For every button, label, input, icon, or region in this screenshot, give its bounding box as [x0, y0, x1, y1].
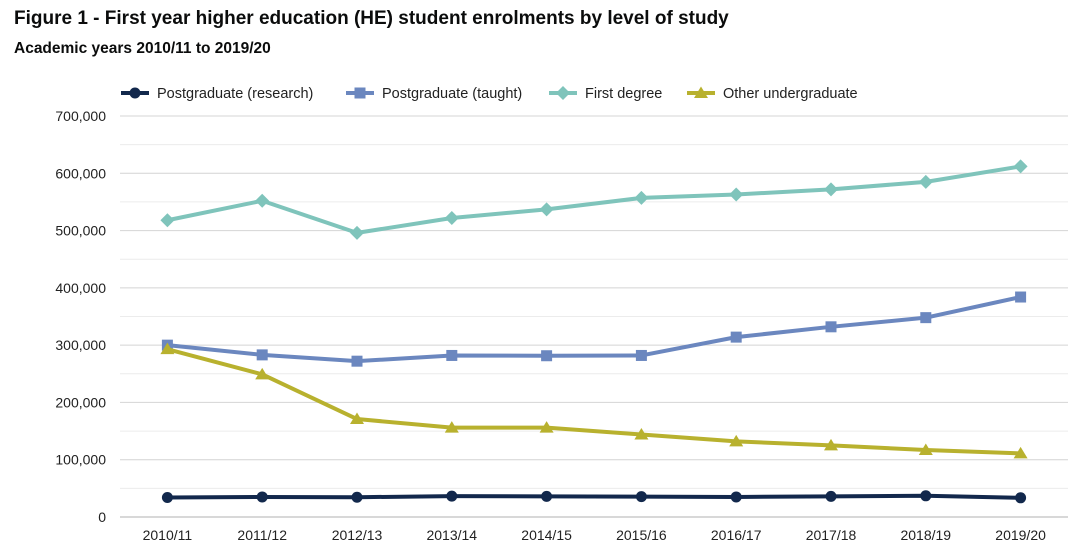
- data-point-postgraduate-taught: [1015, 291, 1027, 303]
- chart-subtitle: Academic years 2010/11 to 2019/20: [14, 40, 271, 57]
- y-tick-label: 500,000: [55, 223, 106, 239]
- data-point-other-undergraduate: [350, 412, 364, 425]
- data-point-postgraduate-research: [1015, 492, 1027, 504]
- data-point-first-degree: [255, 193, 270, 208]
- series-line-postgraduate-taught: [165, 295, 1023, 364]
- y-tick-label: 400,000: [55, 280, 106, 296]
- data-point-first-degree: [918, 174, 933, 189]
- x-tick-label: 2014/15: [521, 527, 572, 543]
- x-tick-label: 2013/14: [426, 527, 477, 543]
- data-point-first-degree: [539, 202, 554, 217]
- data-point-postgraduate-taught: [825, 321, 837, 333]
- y-tick-label: 100,000: [55, 452, 106, 468]
- data-point-first-degree: [634, 190, 649, 205]
- x-tick-label: 2017/18: [806, 527, 857, 543]
- y-tick-label: 300,000: [55, 337, 106, 353]
- data-point-other-undergraduate: [160, 342, 175, 355]
- data-point-first-degree: [729, 187, 744, 202]
- data-point-other-undergraduate: [918, 443, 933, 455]
- data-point-postgraduate-research: [446, 490, 458, 502]
- y-tick-label: 700,000: [55, 108, 106, 124]
- data-point-postgraduate-taught: [256, 349, 268, 361]
- data-point-postgraduate-research: [161, 492, 173, 504]
- series-group: [160, 159, 1028, 504]
- data-point-postgraduate-taught: [730, 331, 742, 343]
- data-point-postgraduate-research: [920, 490, 932, 502]
- data-point-postgraduate-research: [541, 490, 553, 502]
- data-point-postgraduate-research: [256, 491, 268, 503]
- y-tick-label: 200,000: [55, 394, 106, 410]
- data-point-other-undergraduate: [255, 367, 270, 380]
- legend-label: Postgraduate (taught): [382, 86, 522, 102]
- data-point-postgraduate-research: [351, 491, 363, 503]
- chart-title: Figure 1 - First year higher education (…: [14, 8, 729, 29]
- legend-item-first-degree: First degree: [549, 86, 662, 102]
- legend-label: First degree: [585, 86, 662, 102]
- legend-marker: [694, 86, 708, 98]
- series-other-undergraduate: [160, 342, 1028, 459]
- data-point-other-undergraduate: [824, 438, 838, 451]
- data-point-other-undergraduate: [634, 428, 649, 440]
- x-tick-label: 2018/19: [900, 527, 951, 543]
- x-tick-label: 2010/11: [143, 527, 193, 543]
- series-line-other-undergraduate: [165, 347, 1023, 456]
- y-axis-ticks: 0 100,000 200,000 300,000 400,000 500,000 600,…: [55, 108, 106, 525]
- data-point-postgraduate-research: [730, 491, 742, 503]
- data-point-first-degree: [160, 213, 175, 228]
- series-line-postgraduate-research: [165, 493, 1023, 500]
- legend-marker: [556, 86, 570, 100]
- data-point-other-undergraduate: [1013, 446, 1028, 459]
- data-point-postgraduate-taught: [635, 349, 647, 361]
- data-point-postgraduate-taught: [446, 349, 458, 361]
- x-tick-label: 2019/20: [995, 527, 1046, 543]
- x-axis-ticks: 2010/11 2011/12 2012/13 2013/14 2014/15 2015/…: [143, 527, 1047, 543]
- legend-label: Other undergraduate: [723, 86, 858, 102]
- x-tick-label: 2016/17: [711, 527, 762, 543]
- series-line-first-degree: [165, 164, 1023, 235]
- data-point-other-undergraduate: [444, 421, 459, 433]
- legend-item-postgraduate-research: Postgraduate (research): [121, 86, 313, 102]
- data-point-postgraduate-taught: [920, 312, 932, 324]
- data-point-postgraduate-taught: [541, 350, 553, 362]
- data-point-postgraduate-research: [825, 490, 837, 502]
- legend-marker: [354, 87, 366, 99]
- data-point-other-undergraduate: [729, 434, 744, 447]
- data-point-postgraduate-research: [635, 491, 647, 503]
- legend-item-postgraduate-taught: Postgraduate (taught): [346, 86, 522, 102]
- data-point-first-degree: [824, 182, 838, 197]
- y-tick-label: 0: [98, 509, 106, 525]
- series-postgraduate-research: [161, 490, 1027, 504]
- y-tick-label: 600,000: [55, 165, 106, 181]
- data-point-postgraduate-taught: [351, 355, 363, 367]
- data-point-first-degree: [350, 225, 364, 240]
- legend-label: Postgraduate (research): [157, 86, 313, 102]
- data-point-first-degree: [444, 210, 459, 225]
- data-point-first-degree: [1013, 159, 1028, 174]
- series-first-degree: [160, 159, 1028, 240]
- legend-marker: [129, 87, 141, 99]
- series-postgraduate-taught: [161, 291, 1027, 367]
- x-tick-label: 2011/12: [237, 527, 287, 543]
- data-point-other-undergraduate: [539, 421, 554, 433]
- x-tick-label: 2012/13: [332, 527, 383, 543]
- x-tick-label: 2015/16: [616, 527, 667, 543]
- legend-item-other-undergraduate: Other undergraduate: [687, 86, 858, 102]
- legend: Postgraduate (research) Postgraduate (tau…: [121, 86, 858, 102]
